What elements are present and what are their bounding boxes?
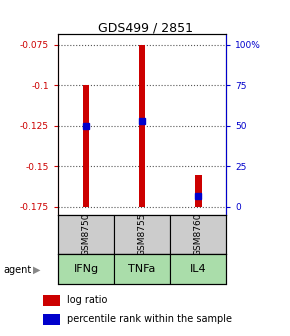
Bar (43, 295, 60, 305)
Text: GSM8750: GSM8750 (81, 213, 90, 256)
Text: GSM8755: GSM8755 (137, 213, 147, 256)
Bar (170, 215, 226, 254)
Bar (43, 314, 60, 325)
Bar (114, 215, 170, 254)
Bar (83, 85, 89, 207)
Text: IL4: IL4 (190, 264, 206, 274)
Text: log ratio: log ratio (67, 295, 108, 305)
Text: TNFa: TNFa (128, 264, 156, 274)
Text: GSM8760: GSM8760 (194, 213, 203, 256)
Bar (170, 254, 226, 284)
Bar (139, 45, 146, 207)
Bar (114, 254, 170, 284)
Text: agent: agent (3, 265, 31, 275)
Bar (58, 254, 114, 284)
Text: percentile rank within the sample: percentile rank within the sample (67, 314, 232, 324)
Bar (195, 174, 202, 207)
Text: ▶: ▶ (33, 265, 41, 275)
Text: IFNg: IFNg (73, 264, 99, 274)
Text: GDS499 / 2851: GDS499 / 2851 (97, 22, 193, 35)
Bar (58, 215, 114, 254)
